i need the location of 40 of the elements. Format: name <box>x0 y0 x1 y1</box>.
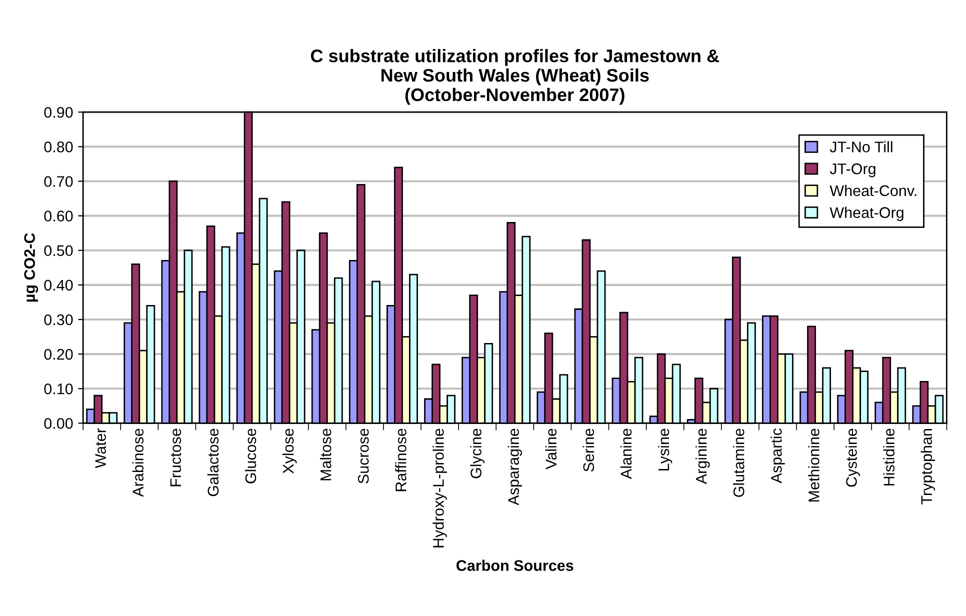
x-tick-label: Valine <box>545 428 557 470</box>
y-tick-label: 0.00 <box>44 418 73 429</box>
x-tick-label: Hydroxy-L-proline <box>432 428 447 548</box>
x-tick-label: Arabinose <box>132 428 144 497</box>
x-tick-label: Raffinose <box>395 428 406 492</box>
x-tick-label: Xylose <box>282 428 297 474</box>
x-tick-label: Methionine <box>808 428 820 502</box>
x-tick-label: Water <box>95 428 106 468</box>
x-tick-label: Sucrose <box>358 428 369 484</box>
y-tick-label: 0.80 <box>44 142 73 152</box>
x-tick-label: Lysine <box>658 428 672 470</box>
x-tick-label: Arginine <box>695 428 710 484</box>
x-axis-title: Carbon Sources <box>456 560 574 571</box>
x-tick-label: Serine <box>582 428 594 472</box>
y-tick-label: 0.20 <box>44 348 73 360</box>
x-tick-label: Glucose <box>244 428 256 484</box>
x-tick-label: Galactose <box>207 428 219 496</box>
y-tick-label: 0.10 <box>44 383 73 394</box>
x-tick-label: Asparagine <box>508 428 522 506</box>
x-tick-label: Maltose <box>320 428 332 480</box>
x-tick-label: Fructose <box>170 428 182 486</box>
y-tick-label: 0.30 <box>44 314 73 326</box>
y-tick-label: 0.70 <box>44 176 73 187</box>
x-tick-label: Cysteine <box>846 428 860 487</box>
legend-label: JT-No Till <box>830 141 892 152</box>
x-tick-label: Alanine <box>620 428 632 479</box>
legend-label: JT-Org <box>830 163 876 178</box>
x-tick-label: Glutamine <box>733 428 744 497</box>
y-tick-label: 0.90 <box>44 106 73 118</box>
y-tick-label: 0.60 <box>44 210 73 222</box>
chart-title: C substrate utilization profiles for Jamestown & New South Wales (Wheat) Soils (October-November 2007) <box>310 49 719 105</box>
x-tick-label: Aspartic <box>770 428 785 484</box>
legend-label: Wheat-Org <box>830 206 904 222</box>
y-tick-label: 0.40 <box>44 280 73 291</box>
x-tick-label: Histidine <box>883 428 894 486</box>
x-tick-label: Tryptophan <box>920 429 936 504</box>
legend-label: Wheat-Conv. <box>830 184 916 196</box>
y-axis-title: µg CO2-C <box>24 233 38 302</box>
x-tick-label: Glycine <box>470 428 484 478</box>
y-tick-label: 0.50 <box>44 245 73 256</box>
